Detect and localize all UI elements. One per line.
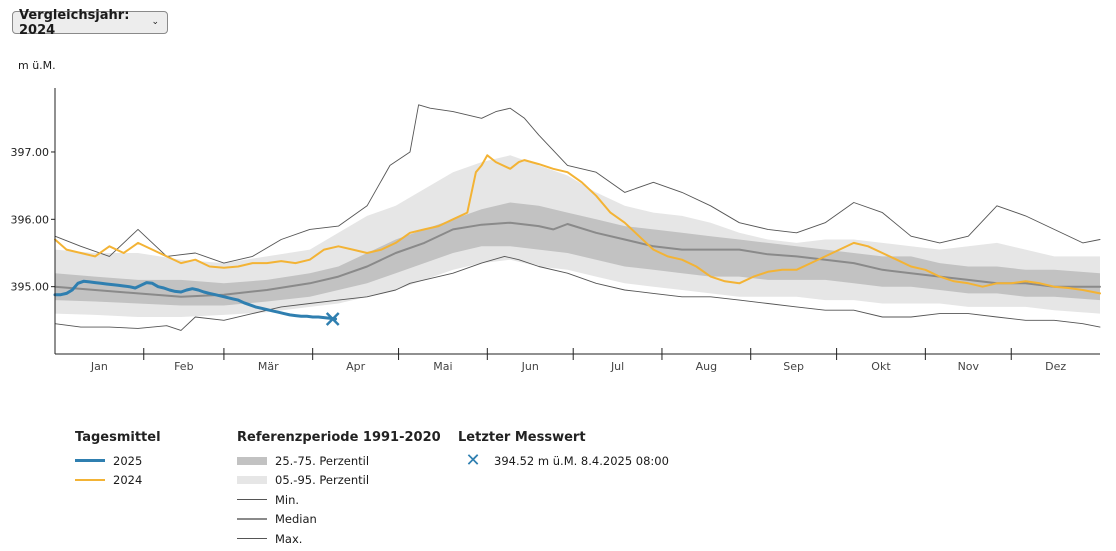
legend-label-2025: 2025 bbox=[113, 453, 143, 468]
x-tick-label: Jul bbox=[610, 360, 624, 373]
y-axis-unit: m ü.M. bbox=[18, 59, 56, 72]
legend-item-max: Max. bbox=[237, 529, 441, 549]
median-line bbox=[54, 221, 1101, 298]
legend-latest-value: 394.52 m ü.M. 8.4.2025 08:00 bbox=[494, 453, 669, 468]
legend-swatch-min bbox=[237, 499, 267, 501]
legend-swatch-max bbox=[237, 538, 267, 540]
legend-daily: Tagesmittel 2025 2024 bbox=[75, 430, 161, 490]
x-tick-label: Apr bbox=[346, 360, 366, 373]
x-tick-label: Aug bbox=[696, 360, 717, 373]
series-2025-line bbox=[53, 279, 338, 321]
min-line bbox=[54, 255, 1101, 331]
legend-reference-title: Referenzperiode 1991-2020 bbox=[237, 430, 441, 445]
y-tick-label: 397.00 bbox=[11, 146, 50, 159]
x-tick-label: Feb bbox=[174, 360, 193, 373]
legend-item-2025: 2025 bbox=[75, 451, 161, 471]
x-tick-label: Jun bbox=[521, 360, 539, 373]
legend-swatch-p25-75 bbox=[237, 456, 267, 465]
legend-label-p05-95: 05.-95. Perzentil bbox=[275, 473, 370, 488]
max-line bbox=[54, 104, 1101, 264]
marker-stroke bbox=[325, 312, 340, 326]
y-tick-label: 396.00 bbox=[11, 213, 50, 226]
legend-item-p25-75: 25.-75. Perzentil bbox=[237, 451, 441, 471]
legend-reference: Referenzperiode 1991-2020 25.-75. Perzen… bbox=[237, 430, 441, 549]
legend-swatch-p05-95 bbox=[237, 476, 267, 485]
x-tick-label: Sep bbox=[783, 360, 804, 373]
legend-swatch-2025 bbox=[75, 459, 105, 463]
y-tick-label: 395.00 bbox=[11, 281, 50, 294]
x-tick-label: Mai bbox=[433, 360, 452, 373]
legend-item-p05-95: 05.-95. Perzentil bbox=[237, 471, 441, 491]
chevron-down-icon: ⌄ bbox=[151, 17, 159, 27]
x-tick-label: Dez bbox=[1045, 360, 1066, 373]
x-tick-label: Jan bbox=[90, 360, 108, 373]
legend-latest-title: Letzter Messwert bbox=[458, 430, 586, 445]
x-tick-label: Okt bbox=[871, 360, 891, 373]
legend-daily-title: Tagesmittel bbox=[75, 430, 161, 445]
comparison-year-select[interactable]: Vergleichsjahr: 2024 ⌄ bbox=[12, 8, 168, 38]
legend-label-median: Median bbox=[275, 512, 317, 527]
band-p25-75 bbox=[55, 202, 1100, 306]
legend-item-2024: 2024 bbox=[75, 471, 161, 491]
legend-label-max: Max. bbox=[275, 531, 303, 546]
legend-item-median: Median bbox=[237, 510, 441, 530]
legend-swatch-2024 bbox=[75, 479, 105, 482]
latest-value-marker bbox=[325, 312, 340, 326]
legend-swatch-median bbox=[237, 518, 267, 521]
legend-label-min: Min. bbox=[275, 492, 300, 507]
legend-label-2024: 2024 bbox=[113, 473, 143, 488]
legend-item-min: Min. bbox=[237, 490, 441, 510]
comparison-year-label: Vergleichsjahr: 2024 bbox=[19, 7, 130, 38]
legend-item-latest: ✕ 394.52 m ü.M. 8.4.2025 08:00 bbox=[458, 449, 669, 471]
legend-latest: Letzter Messwert ✕ 394.52 m ü.M. 8.4.202… bbox=[458, 430, 669, 471]
legend-label-p25-75: 25.-75. Perzentil bbox=[275, 453, 370, 468]
lake-level-chart: 395.00 396.00 397.00 Jan Feb Mär Apr Mai Jun Jul A… bbox=[11, 88, 1101, 373]
x-tick-label: Mär bbox=[258, 360, 279, 373]
x-marker-icon: ✕ bbox=[465, 449, 481, 471]
x-tick-label: Nov bbox=[958, 360, 980, 373]
series-2024-line bbox=[54, 154, 1101, 295]
